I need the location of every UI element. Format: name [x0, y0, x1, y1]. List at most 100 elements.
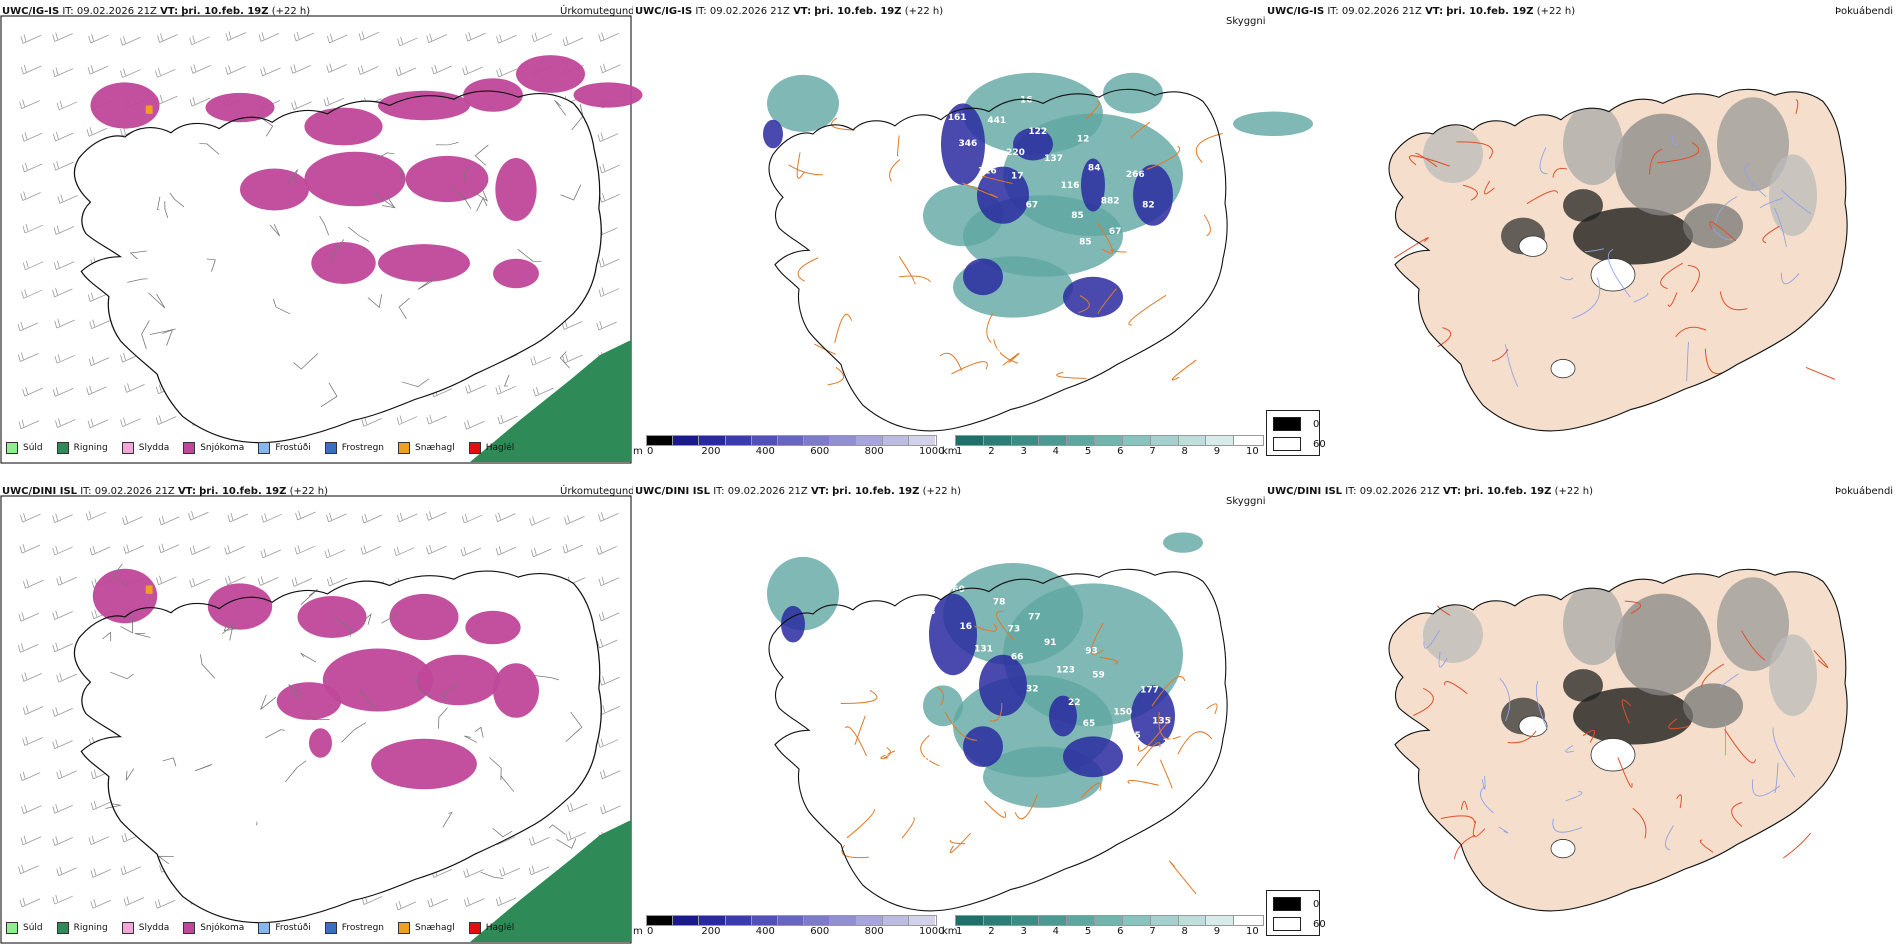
colorbar-segment	[1010, 915, 1042, 926]
map-line	[560, 184, 582, 201]
wind-barb	[89, 545, 111, 556]
road	[1704, 348, 1723, 375]
wind-barb	[564, 515, 585, 525]
fog-swatch-white	[1273, 437, 1301, 451]
panel-header: UWC/IG-IS IT: 09.02.2026 21Z VT: þri. 10…	[635, 6, 944, 17]
map-line	[149, 328, 176, 335]
wind-barb	[17, 352, 39, 362]
map-line	[372, 192, 396, 209]
visibility-value: 32	[1026, 684, 1039, 694]
colorbar-segment	[1205, 915, 1237, 926]
visibility-value: 908	[966, 320, 985, 330]
colorbar-tick-label: 8	[1181, 446, 1188, 457]
visibility-value: 93	[1085, 646, 1098, 656]
wind-barb	[530, 356, 551, 366]
map-line	[125, 768, 135, 781]
road	[1136, 742, 1161, 767]
road	[898, 256, 916, 285]
legend-item-slydda: Slydda	[121, 442, 169, 454]
legend-label: Frostregn	[341, 443, 385, 453]
map-line	[474, 726, 484, 738]
river	[1539, 147, 1548, 175]
legend-label: Haglél	[485, 443, 515, 453]
road	[1632, 807, 1647, 839]
colorbar-unit: km	[942, 926, 958, 937]
colorbar-segment	[855, 435, 885, 446]
wind-barb	[56, 866, 77, 877]
map-line	[440, 683, 459, 703]
colorbar-tick-label: 600	[810, 446, 830, 457]
fog-shade	[1563, 583, 1623, 665]
legend-swatch	[56, 442, 69, 454]
wind-barb	[324, 548, 346, 559]
legend-swatch	[324, 922, 337, 934]
visibility-value: 107	[1195, 244, 1214, 254]
road	[889, 159, 901, 182]
wind-barb	[497, 414, 519, 425]
glacier	[1550, 359, 1576, 379]
wind-barb	[88, 835, 110, 845]
river	[1480, 786, 1495, 814]
wind-barb	[158, 515, 180, 526]
map-line	[417, 277, 436, 290]
snow-area	[304, 151, 406, 207]
road	[1177, 731, 1213, 755]
road	[1437, 605, 1451, 616]
wind-barb	[22, 260, 44, 271]
legend-item-slydda: Slydda	[121, 922, 169, 934]
snow-area	[304, 107, 383, 146]
road	[1127, 779, 1159, 786]
wind-barb	[20, 835, 42, 846]
road	[788, 164, 823, 176]
visibility-value: 137	[1044, 154, 1063, 164]
road	[1110, 248, 1128, 253]
wind-barb	[529, 836, 550, 846]
map-line	[164, 201, 169, 218]
map-line	[375, 152, 395, 160]
colorbar-segment	[776, 435, 807, 446]
visibility-value: 177	[1140, 686, 1159, 696]
map-line	[157, 196, 161, 211]
colorbar-segment	[855, 915, 885, 926]
road	[989, 702, 1003, 722]
wind-barb	[23, 579, 44, 589]
river	[1710, 225, 1735, 241]
map-line	[127, 278, 148, 283]
road	[1456, 141, 1493, 160]
map-line	[359, 690, 379, 712]
road	[1724, 729, 1756, 764]
wind-barb	[88, 356, 110, 367]
colorbar-segment	[955, 915, 986, 926]
road	[1552, 167, 1568, 178]
map-line	[293, 353, 319, 370]
visibility-value: 229	[905, 100, 924, 110]
wind-barb	[157, 33, 178, 43]
river	[1565, 745, 1574, 753]
colorbar-tick-label: 200	[701, 926, 721, 937]
map-line	[414, 676, 433, 697]
ice-pellet-spot	[145, 105, 153, 114]
visibility-value: 187	[892, 329, 911, 339]
legend-item-rigning: Rigning	[56, 442, 108, 454]
road	[1582, 729, 1596, 743]
fog-shade	[1683, 683, 1743, 729]
fog-shade	[1683, 203, 1743, 249]
wind-barb	[19, 99, 40, 109]
wind-barb	[361, 513, 383, 524]
snow-area	[90, 82, 160, 129]
wind-barb	[87, 418, 109, 429]
colorbar-segment	[1121, 915, 1153, 926]
river	[1565, 790, 1583, 802]
wind-barb	[21, 804, 42, 815]
wind-barb	[357, 65, 379, 75]
legend-label: Rigning	[73, 923, 108, 933]
wind-barb	[567, 802, 588, 813]
wind-barb	[86, 127, 108, 137]
map-line	[492, 827, 513, 838]
colorbar-tick-label: 2	[988, 446, 995, 457]
wind-barb	[327, 576, 348, 587]
wind-barb	[88, 33, 109, 44]
road	[901, 817, 915, 839]
visibility-value: 289	[894, 806, 913, 816]
river	[1552, 818, 1583, 833]
